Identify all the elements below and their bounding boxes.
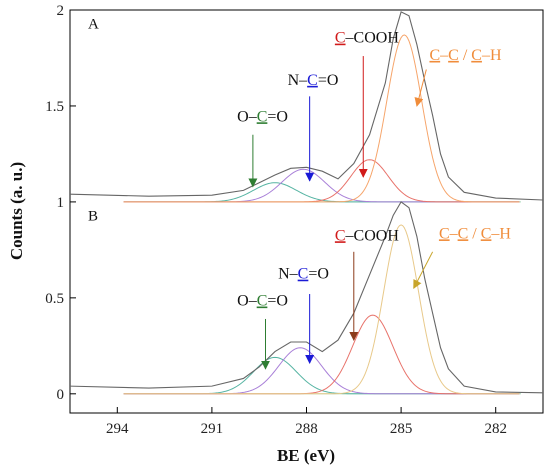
y-tick-label: 0.5	[45, 291, 64, 307]
x-tick-label: 288	[295, 421, 318, 437]
annotation-label: C–C / C–H	[439, 225, 511, 242]
annotation-label-segment: –H	[481, 47, 502, 64]
annotation-label-segment: C	[458, 225, 469, 242]
component-peak-C–C / C–H	[123, 224, 520, 395]
y-tick-label: 1.5	[45, 99, 64, 115]
annotation-label: C–COOH	[335, 227, 399, 244]
annotation-arrow	[414, 69, 427, 107]
annotation-label-segment: –COOH	[345, 227, 400, 244]
annotation-label: O–C=O	[237, 108, 288, 125]
annotation-arrow	[413, 251, 434, 290]
annotation-label-segment: C	[471, 47, 482, 64]
component-peak-N–C=O	[123, 168, 520, 203]
component-peak-O–C=O	[123, 356, 520, 395]
annotation-label-segment: –	[449, 225, 459, 242]
x-tick-label: 291	[201, 421, 224, 437]
annotation-label-segment: C	[481, 225, 492, 242]
annotation-label-segment: O	[237, 108, 249, 125]
annotation-label-segment: =O	[267, 293, 288, 310]
component-peak-O–C=O	[123, 182, 520, 203]
y-tick-label: 1	[57, 195, 65, 211]
annotation-label-segment: –	[248, 108, 258, 125]
annotation-label-segment: =O	[318, 72, 339, 89]
axis-ticks: 294 291 288 285 282 0 0.5 1 1.5 2	[45, 3, 507, 437]
annotation-label: N–C=O	[288, 72, 339, 89]
panel-label: A	[88, 16, 99, 32]
component-peak-C–C / C–H	[123, 34, 520, 203]
y-tick-label: 0	[57, 387, 65, 403]
annotation-label-segment: N	[278, 266, 290, 283]
annotation-label-segment: –COOH	[345, 30, 400, 47]
annotation-label-segment: =O	[267, 108, 288, 125]
annotation-label-segment: –	[439, 47, 449, 64]
annotation-label-segment: –	[298, 72, 308, 89]
annotation-label: C–COOH	[335, 30, 399, 47]
panel-label: B	[88, 208, 98, 224]
spectrum-envelope	[69, 201, 544, 394]
annotation-label-segment: C	[307, 72, 318, 89]
annotation-label-segment: /	[459, 47, 471, 64]
annotation-label-segment: C	[335, 227, 346, 244]
annotation-label-segment: C	[429, 47, 440, 64]
annotation-label-segment: –	[289, 266, 299, 283]
annotation-label-segment: O	[237, 293, 249, 310]
annotation-label-segment: C	[439, 225, 450, 242]
annotation-label-segment: C	[335, 30, 346, 47]
x-tick-label: 285	[390, 421, 413, 437]
y-tick-label: 2	[57, 3, 65, 19]
annotation-label-segment: C	[298, 266, 309, 283]
annotation-label-segment: =O	[308, 266, 329, 283]
annotation-label-segment: C	[448, 47, 459, 64]
annotation-label: O–C=O	[237, 293, 288, 310]
annotation-label: N–C=O	[278, 266, 329, 283]
fit-components	[123, 34, 521, 395]
plot-frame	[69, 9, 544, 414]
x-tick-label: 294	[106, 421, 129, 437]
annotation-label-segment: C	[257, 108, 268, 125]
x-tick-label: 282	[484, 421, 507, 437]
annotation-label: C–C / C–H	[429, 47, 501, 64]
annotation-label-segment: –H	[490, 225, 511, 242]
annotation-label-segment: –	[248, 293, 258, 310]
y-axis-title: Counts (a. u.)	[7, 162, 26, 260]
annotation-label-segment: /	[468, 225, 480, 242]
annotation-label-segment: C	[257, 293, 268, 310]
annotation-label-segment: N	[288, 72, 300, 89]
x-axis-title: BE (eV)	[277, 446, 335, 465]
spectrum-envelope	[69, 11, 544, 201]
